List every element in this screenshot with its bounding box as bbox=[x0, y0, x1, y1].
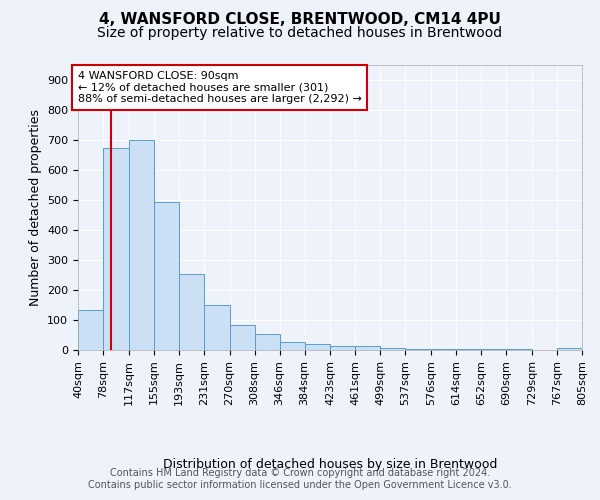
Bar bbox=[179, 274, 204, 350]
Bar bbox=[204, 305, 230, 350]
Bar bbox=[103, 148, 129, 350]
Text: Contains HM Land Registry data © Crown copyright and database right 2024.
Contai: Contains HM Land Registry data © Crown c… bbox=[88, 468, 512, 490]
Bar bbox=[431, 349, 456, 350]
Bar bbox=[305, 344, 331, 350]
Bar bbox=[254, 334, 280, 350]
Bar bbox=[78, 310, 103, 350]
Text: 4 WANSFORD CLOSE: 90sqm
← 12% of detached houses are smaller (301)
88% of semi-d: 4 WANSFORD CLOSE: 90sqm ← 12% of detache… bbox=[78, 71, 362, 104]
Bar bbox=[406, 348, 431, 350]
Bar bbox=[154, 202, 179, 350]
Bar bbox=[557, 348, 582, 350]
Bar bbox=[331, 346, 355, 350]
Text: 4, WANSFORD CLOSE, BRENTWOOD, CM14 4PU: 4, WANSFORD CLOSE, BRENTWOOD, CM14 4PU bbox=[99, 12, 501, 28]
X-axis label: Distribution of detached houses by size in Brentwood: Distribution of detached houses by size … bbox=[163, 458, 497, 470]
Bar bbox=[456, 349, 481, 350]
Text: Size of property relative to detached houses in Brentwood: Size of property relative to detached ho… bbox=[97, 26, 503, 40]
Bar bbox=[129, 140, 154, 350]
Bar bbox=[230, 325, 254, 350]
Y-axis label: Number of detached properties: Number of detached properties bbox=[29, 109, 41, 306]
Bar bbox=[380, 348, 406, 350]
Bar bbox=[355, 346, 380, 350]
Bar bbox=[280, 342, 305, 350]
